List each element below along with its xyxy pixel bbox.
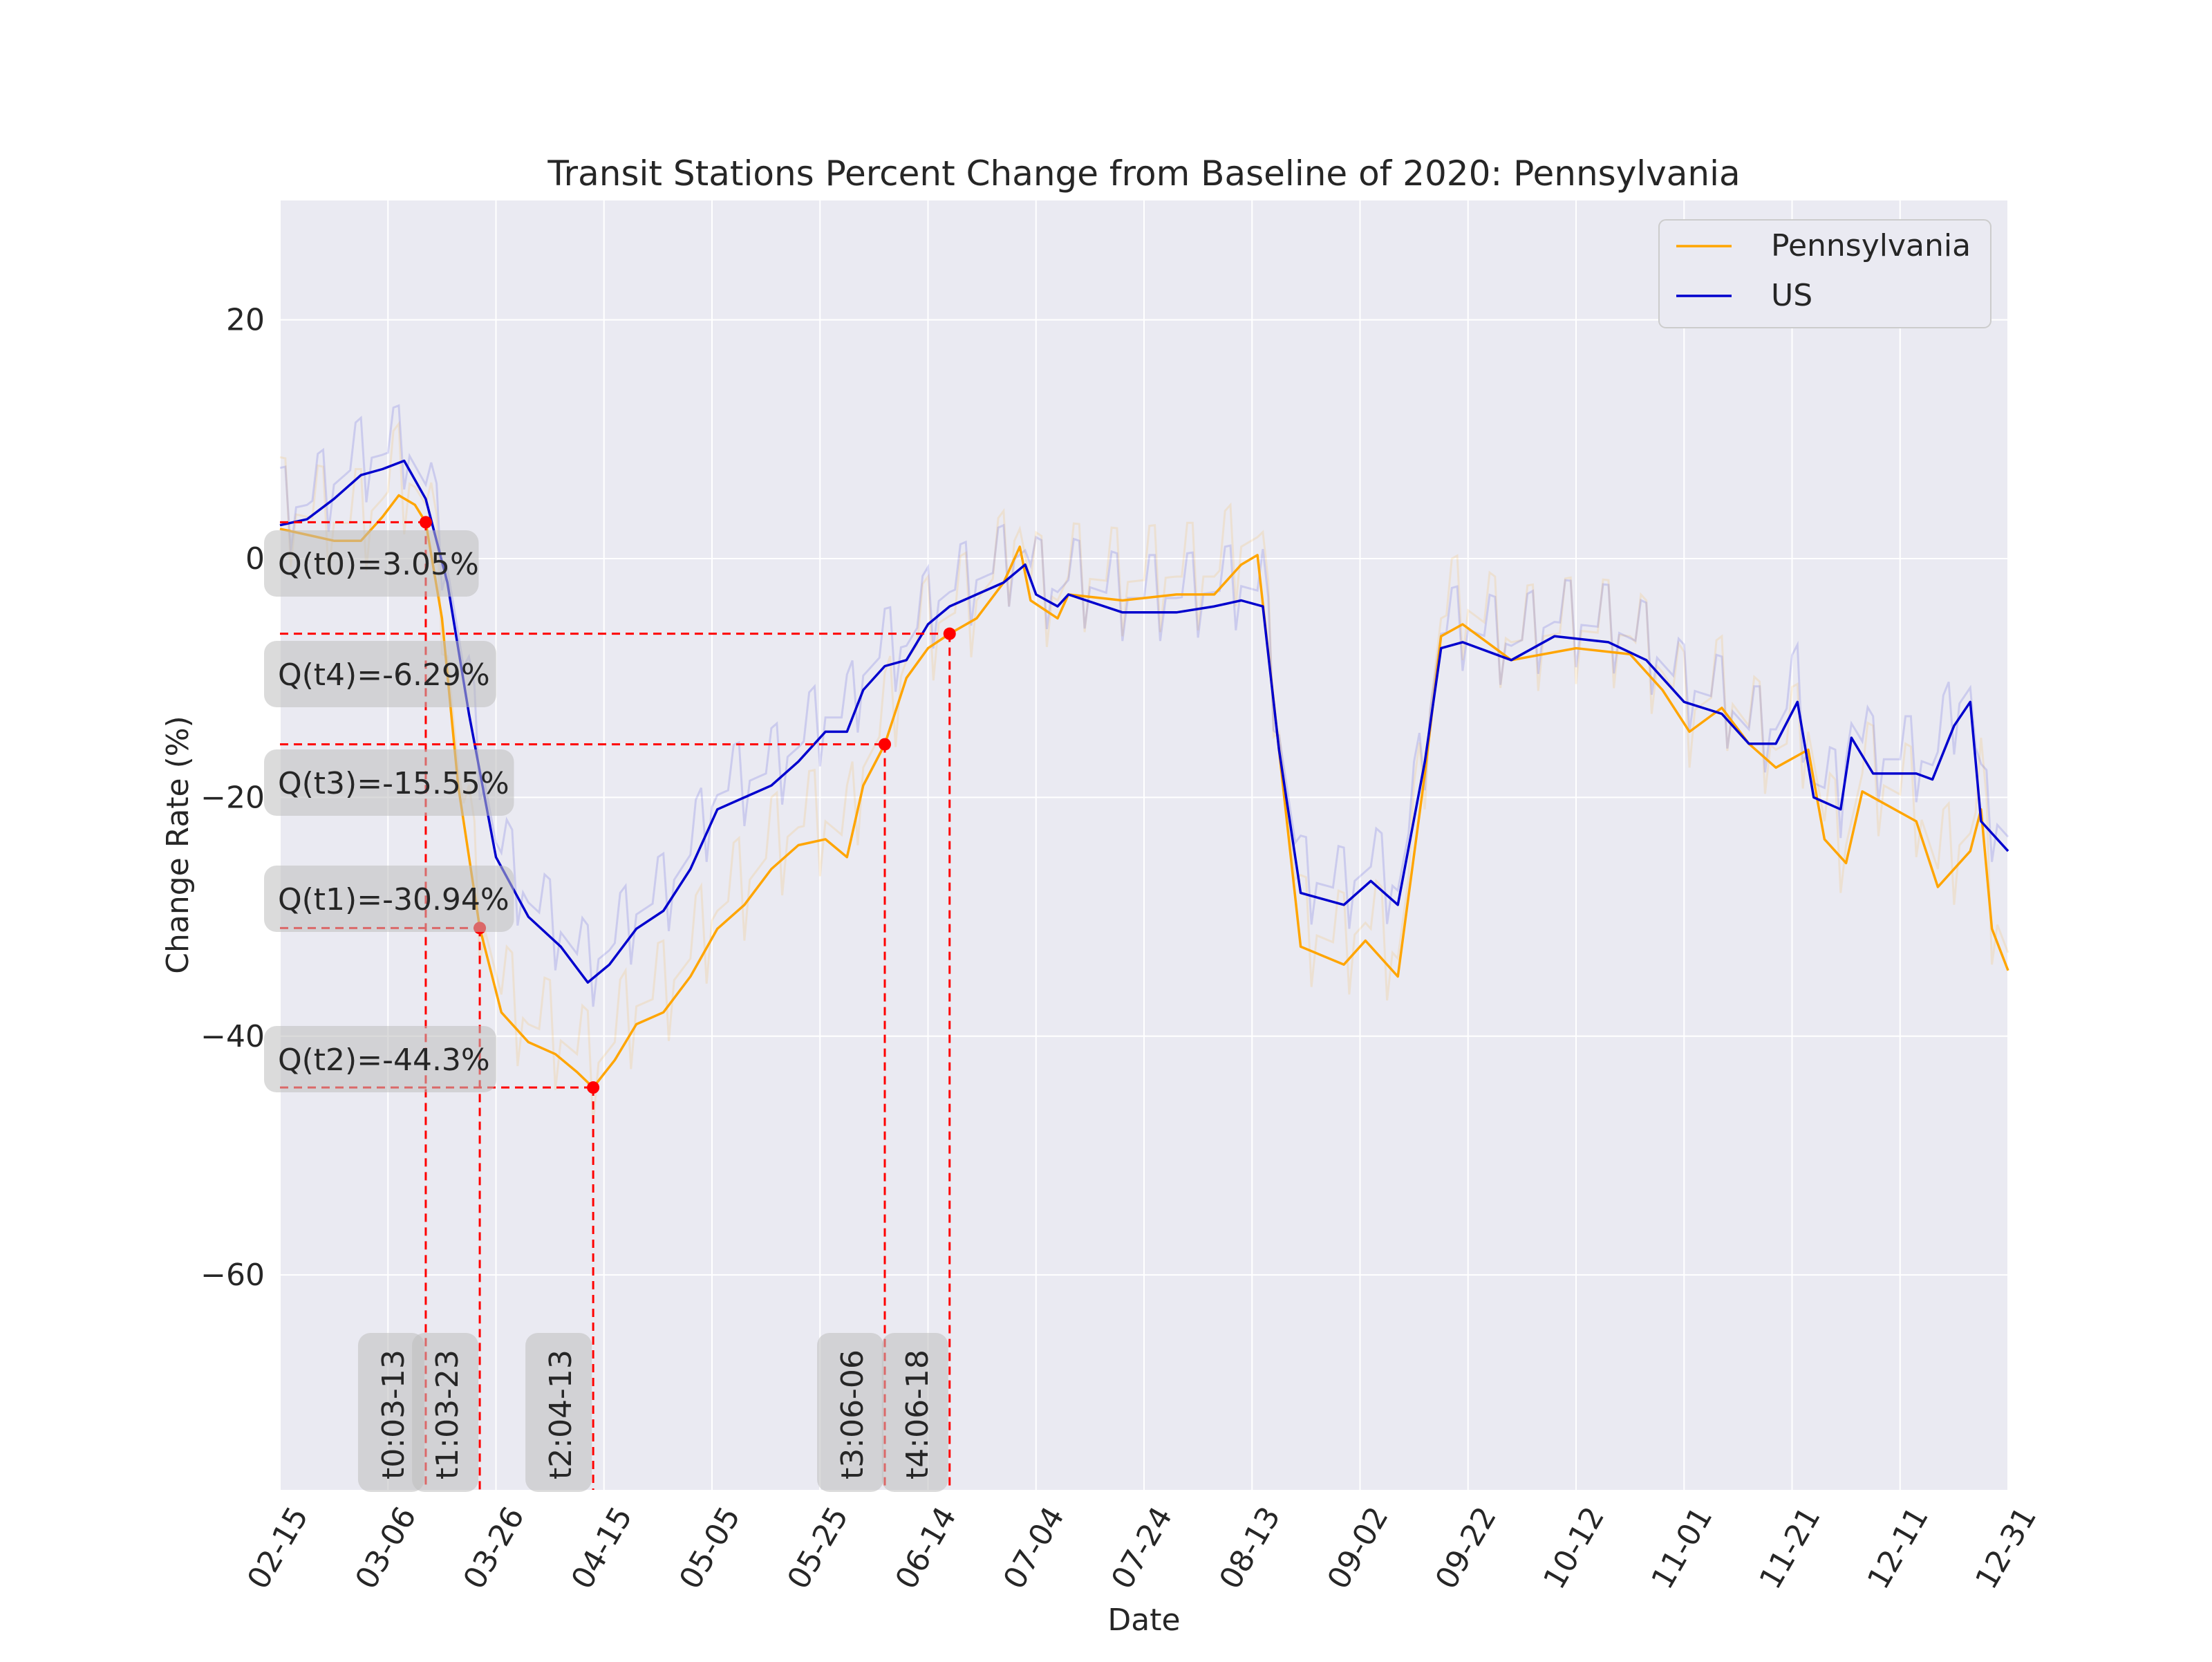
series-line-us: [279, 459, 2009, 984]
x-tick-label: 03-06: [348, 1501, 423, 1595]
x-tick-label: 07-04: [997, 1501, 1071, 1595]
x-tick-label: 07-24: [1105, 1501, 1179, 1595]
legend-box: [1658, 219, 1991, 328]
y-tick-label: −40: [200, 1019, 265, 1054]
value-label-t0: Q(t0)=3.05%: [278, 547, 479, 582]
value-label-t4: Q(t4)=-6.29%: [278, 657, 490, 693]
x-tick-label: 11-01: [1644, 1501, 1719, 1595]
x-tick-label: 04-15: [565, 1501, 639, 1595]
series-lines: [279, 404, 2009, 1124]
date-label-box-t2: [525, 1333, 592, 1492]
annotations: Q(t0)=3.05% t0:03-13 Q(t1)=-30.94% t1:03-23…: [264, 516, 956, 1492]
x-axis-label: Date: [1107, 1603, 1180, 1638]
annotation-point-t2: [587, 1081, 600, 1094]
y-tick-label: −60: [200, 1258, 265, 1293]
date-label-t4: t4:06-18: [900, 1350, 935, 1479]
annotation-point-t3: [879, 738, 891, 751]
series-line-pennsylvania: [279, 494, 2009, 1089]
value-label-box-t2: [264, 1026, 496, 1092]
legend-label-us: US: [1771, 278, 1812, 313]
y-axis-label: Change Rate (%): [160, 716, 196, 973]
y-tick-label: 20: [226, 303, 265, 338]
value-label-box-t4: [264, 641, 496, 707]
value-label-t3: Q(t3)=-15.55%: [278, 766, 509, 801]
value-label-box-t1: [264, 866, 514, 932]
value-label-box-t0: [264, 530, 479, 597]
x-tick-label: 09-22: [1429, 1501, 1503, 1595]
x-tick-label: 05-05: [673, 1501, 747, 1595]
x-tick-label: 12-31: [1969, 1501, 2043, 1595]
date-label-box-t3: [817, 1333, 883, 1492]
x-tick-label: 03-26: [457, 1501, 532, 1595]
value-label-t2: Q(t2)=-44.3%: [278, 1043, 490, 1078]
y-tick-label: −20: [200, 780, 265, 815]
grid: [279, 200, 2009, 1490]
annotation-point-t0: [419, 516, 432, 529]
x-tick-label: 12-11: [1861, 1501, 1936, 1595]
x-tick-label: 09-02: [1321, 1501, 1396, 1595]
x-tick-label: 11-21: [1753, 1501, 1828, 1595]
chart-title: Transit Stations Percent Change from Bas…: [547, 153, 1740, 194]
x-tick-label: 05-25: [780, 1501, 855, 1595]
x-tick-label: 10-12: [1537, 1501, 1611, 1595]
date-label-t2: t2:04-13: [543, 1350, 579, 1479]
x-tick-label: 02-15: [241, 1501, 315, 1595]
date-label-t0: t0:03-13: [376, 1350, 411, 1479]
date-label-box-t4: [881, 1333, 948, 1492]
annotation-point-t4: [943, 627, 956, 640]
value-label-box-t3: [264, 749, 514, 816]
date-label-t3: t3:06-06: [835, 1350, 870, 1479]
legend: Pennsylvania US: [1658, 219, 1991, 328]
x-tick-label: 06-14: [889, 1501, 964, 1595]
date-label-t1: t1:03-23: [430, 1350, 465, 1479]
value-label-t1: Q(t1)=-30.94%: [278, 882, 509, 917]
daily-trace-pennsylvania: [279, 420, 2009, 1124]
date-label-box-t0: [357, 1333, 424, 1492]
y-tick-label: 0: [245, 541, 265, 577]
legend-label-pennsylvania: Pennsylvania: [1771, 228, 1971, 263]
date-label-box-t1: [412, 1333, 479, 1492]
x-tick-label: 08-13: [1212, 1501, 1287, 1595]
